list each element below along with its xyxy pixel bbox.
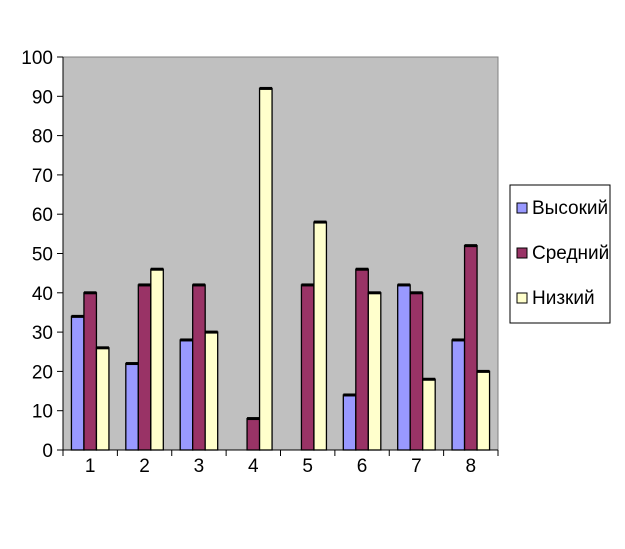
bar-Средний-6 bbox=[355, 268, 369, 451]
bar-Низкий-6 bbox=[367, 292, 382, 451]
y-tick-label: 40 bbox=[32, 284, 53, 305]
bar-Высокий-1 bbox=[70, 315, 85, 451]
bar-Высокий-7 bbox=[397, 284, 411, 451]
y-tick-label: 50 bbox=[32, 245, 53, 266]
legend: Высокий Средний Низкий bbox=[509, 184, 611, 324]
bar-Средний-2 bbox=[137, 284, 152, 451]
legend-label: Высокий bbox=[532, 198, 608, 219]
bar-Высокий-8 bbox=[451, 339, 466, 451]
x-tick-label: 8 bbox=[466, 456, 477, 477]
bar-Средний-3 bbox=[192, 284, 206, 451]
bar-Средний-4 bbox=[246, 417, 261, 451]
bar-Низкий-5 bbox=[313, 221, 328, 451]
y-tick-label: 0 bbox=[42, 441, 53, 462]
legend-label: Низкий bbox=[532, 288, 595, 309]
x-tick-label: 4 bbox=[248, 456, 259, 477]
legend-label: Средний bbox=[532, 243, 609, 264]
bar-Высокий-6 bbox=[342, 394, 357, 451]
x-tick-label: 5 bbox=[302, 456, 313, 477]
bar-Средний-8 bbox=[463, 244, 478, 451]
x-tick-label: 2 bbox=[139, 456, 150, 477]
bar-Низкий-4 bbox=[258, 87, 273, 451]
y-tick-label: 60 bbox=[32, 205, 53, 226]
bar-Низкий-7 bbox=[422, 378, 436, 451]
y-tick-label: 20 bbox=[32, 362, 53, 383]
x-tick-label: 7 bbox=[411, 456, 422, 477]
bar-Высокий-3 bbox=[179, 339, 194, 451]
y-tick-label: 10 bbox=[32, 402, 53, 423]
y-tick-label: 70 bbox=[32, 166, 53, 187]
x-tick-label: 6 bbox=[357, 456, 368, 477]
bar-Средний-5 bbox=[300, 284, 315, 451]
legend-swatch bbox=[516, 202, 528, 214]
bar-Низкий-8 bbox=[476, 370, 491, 451]
y-tick-label: 30 bbox=[32, 323, 53, 344]
bar-Низкий-3 bbox=[204, 331, 219, 451]
x-tick-label: 1 bbox=[85, 456, 96, 477]
bar-Низкий-1 bbox=[95, 347, 110, 451]
x-tick-label: 3 bbox=[194, 456, 205, 477]
y-tick-label: 90 bbox=[32, 87, 53, 108]
y-tick-label: 100 bbox=[21, 48, 53, 69]
bar-Высокий-2 bbox=[125, 362, 139, 451]
bar-Низкий-2 bbox=[150, 268, 164, 451]
bar-Средний-7 bbox=[409, 292, 424, 451]
legend-swatch bbox=[516, 292, 528, 304]
bar-Средний-1 bbox=[83, 292, 98, 451]
legend-swatch bbox=[516, 247, 528, 259]
y-tick-label: 80 bbox=[32, 127, 53, 148]
